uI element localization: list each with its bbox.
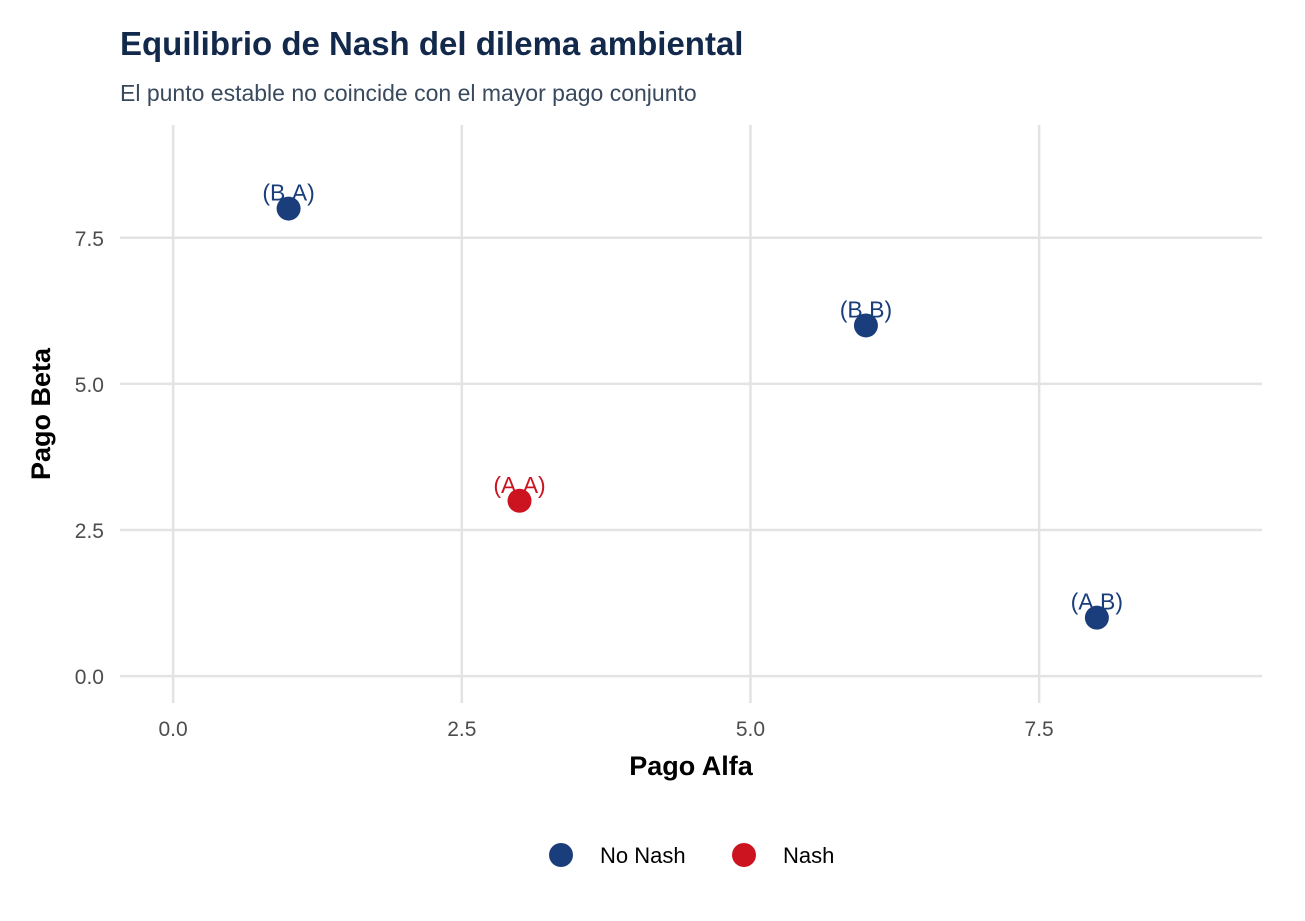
- axis-ticks: 0.0 2.5 5.0 7.5 0.0 2.5 5.0 7.5: [75, 228, 1054, 741]
- x-tick-label: 7.5: [1025, 718, 1054, 741]
- legend-marker: [732, 843, 756, 867]
- y-tick-label: 7.5: [75, 228, 104, 251]
- point-label: (A,B): [1071, 589, 1123, 615]
- x-tick-label: 2.5: [447, 718, 476, 741]
- y-tick-label: 2.5: [75, 520, 104, 543]
- grid: [120, 125, 1262, 703]
- data-point: [507, 488, 532, 513]
- chart-title: Equilibrio de Nash del dilema ambiental: [120, 25, 743, 62]
- x-tick-label: 0.0: [159, 718, 188, 741]
- y-tick-label: 5.0: [75, 374, 104, 397]
- point-label: (B,B): [840, 296, 892, 322]
- legend: No Nash Nash: [549, 843, 834, 868]
- legend-label: Nash: [783, 843, 834, 868]
- data-point: [1084, 605, 1109, 630]
- point-label: (A,A): [493, 472, 545, 498]
- legend-marker: [549, 843, 573, 867]
- y-tick-label: 0.0: [75, 666, 104, 689]
- points: (A,A) (A,B) (B,A) (B,B): [262, 180, 1123, 630]
- legend-label: No Nash: [600, 843, 686, 868]
- data-point: [853, 313, 878, 338]
- data-point: [276, 196, 301, 221]
- y-axis-label: Pago Beta: [26, 347, 56, 480]
- x-axis-label: Pago Alfa: [629, 751, 754, 781]
- chart-subtitle: El punto estable no coincide con el mayo…: [120, 80, 697, 106]
- x-tick-label: 5.0: [736, 718, 765, 741]
- point-label: (B,A): [262, 180, 314, 206]
